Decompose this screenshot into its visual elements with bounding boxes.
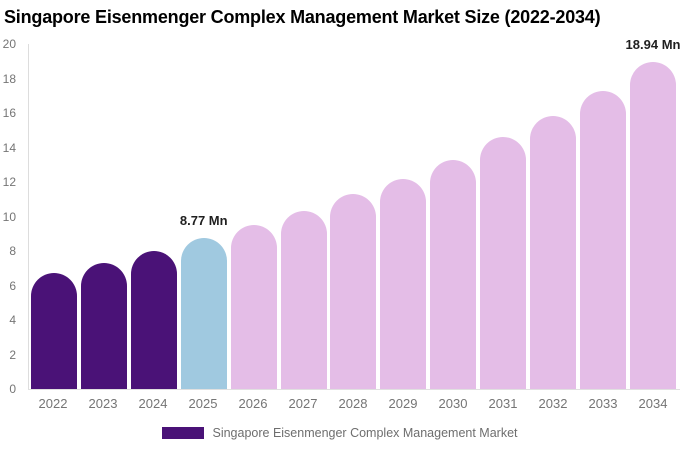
y-tick-label: 10 xyxy=(2,209,16,224)
x-tick-label-2031: 2031 xyxy=(488,396,518,411)
bar-2025 xyxy=(180,237,227,389)
point-label-2034: 18.94 Mn xyxy=(625,37,680,53)
x-tick-label-2022: 2022 xyxy=(38,396,68,411)
x-tick-label-2030: 2030 xyxy=(438,396,468,411)
bar-2031 xyxy=(480,137,527,389)
bar-slot-2034: 18.94 Mn xyxy=(626,38,680,389)
x-tick-label-2033: 2033 xyxy=(588,396,618,411)
legend-label: Singapore Eisenmenger Complex Management… xyxy=(212,426,518,440)
y-tick-label: 18 xyxy=(2,71,16,86)
y-tick-label: 6 xyxy=(9,278,16,293)
x-tick-label-2029: 2029 xyxy=(388,396,418,411)
chart-title: Singapore Eisenmenger Complex Management… xyxy=(4,7,601,27)
bar-2027 xyxy=(280,211,327,389)
x-tick-label-2024: 2024 xyxy=(138,396,168,411)
x-tick-label-2027: 2027 xyxy=(288,396,318,411)
y-tick-label: 12 xyxy=(2,175,16,189)
x-axis: 2022 2023 2024 2025 2026 2027 2028 2029 2030 2031… xyxy=(28,397,678,410)
bar-slot-2031 xyxy=(478,44,528,389)
x-tick-label-2026: 2026 xyxy=(238,396,268,411)
x-tick-label-2025: 2025 xyxy=(188,396,218,411)
bar-2023 xyxy=(80,263,127,389)
x-tick-label-2034: 2034 xyxy=(638,396,668,411)
bar-series: 8.77 Mn 18.94 Mn xyxy=(29,38,680,389)
x-tick-label-2023: 2023 xyxy=(88,396,118,411)
y-tick-label: 20 xyxy=(2,37,16,51)
bar-slot-2023 xyxy=(79,44,129,389)
bar-slot-2025: 8.77 Mn xyxy=(179,44,229,389)
bar-slot-2028 xyxy=(329,44,379,389)
bar-slot-2030 xyxy=(428,44,478,389)
bar-2033 xyxy=(580,90,627,389)
x-tick-label-2028: 2028 xyxy=(338,396,368,411)
bar-slot-2026 xyxy=(229,44,279,389)
bar-slot-2027 xyxy=(279,44,329,389)
bar-2034 xyxy=(630,62,677,389)
y-tick-label: 0 xyxy=(9,382,16,396)
bar-2030 xyxy=(430,159,477,389)
y-tick-label: 8 xyxy=(9,244,16,258)
point-label-2025: 8.77 Mn xyxy=(179,212,228,228)
legend-swatch xyxy=(162,427,205,439)
bar-slot-2032 xyxy=(528,44,578,389)
y-tick-label: 4 xyxy=(9,313,16,327)
y-tick-label: 16 xyxy=(2,106,16,120)
bar-2022 xyxy=(30,273,77,389)
bar-slot-2022 xyxy=(29,44,79,389)
y-tick-label: 2 xyxy=(9,347,16,362)
bar-slot-2029 xyxy=(378,44,428,389)
y-tick-label: 14 xyxy=(2,140,16,155)
x-tick-label-2032: 2032 xyxy=(538,396,568,411)
legend: Singapore Eisenmenger Complex Management… xyxy=(0,425,680,441)
bar-2032 xyxy=(530,116,577,389)
bar-slot-2033 xyxy=(578,44,628,389)
bar-2024 xyxy=(130,251,177,389)
bar-2029 xyxy=(380,178,427,389)
bar-2026 xyxy=(230,225,277,389)
plot-area: 8.77 Mn 18.94 Mn xyxy=(28,38,680,389)
x-axis-line xyxy=(28,389,680,390)
bar-2028 xyxy=(330,194,377,389)
bar-slot-2024 xyxy=(129,44,179,389)
